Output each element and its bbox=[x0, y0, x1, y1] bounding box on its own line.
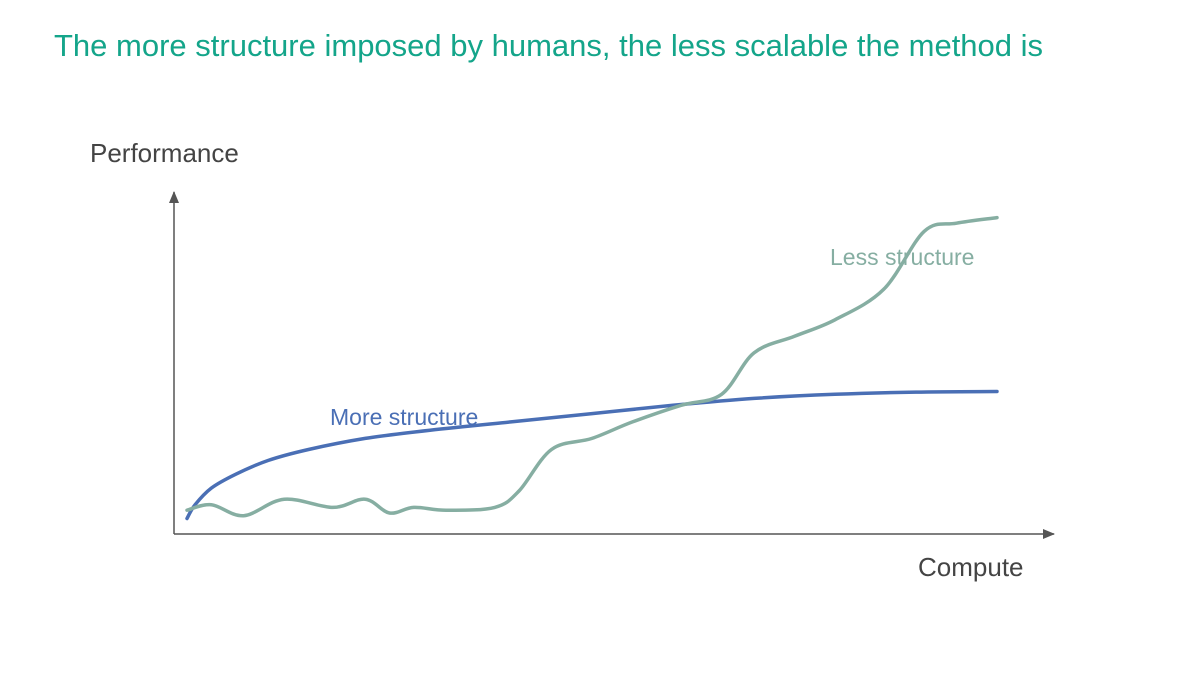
series-label-more-structure: More structure bbox=[330, 404, 478, 430]
x-axis-label: Compute bbox=[918, 552, 1024, 582]
series-label-less-structure: Less structure bbox=[830, 244, 974, 270]
series-line-less-structure bbox=[185, 215, 999, 518]
y-axis-label: Performance bbox=[90, 138, 239, 168]
series-line-more-structure bbox=[185, 389, 999, 521]
slide-title: The more structure imposed by humans, th… bbox=[54, 28, 1044, 63]
